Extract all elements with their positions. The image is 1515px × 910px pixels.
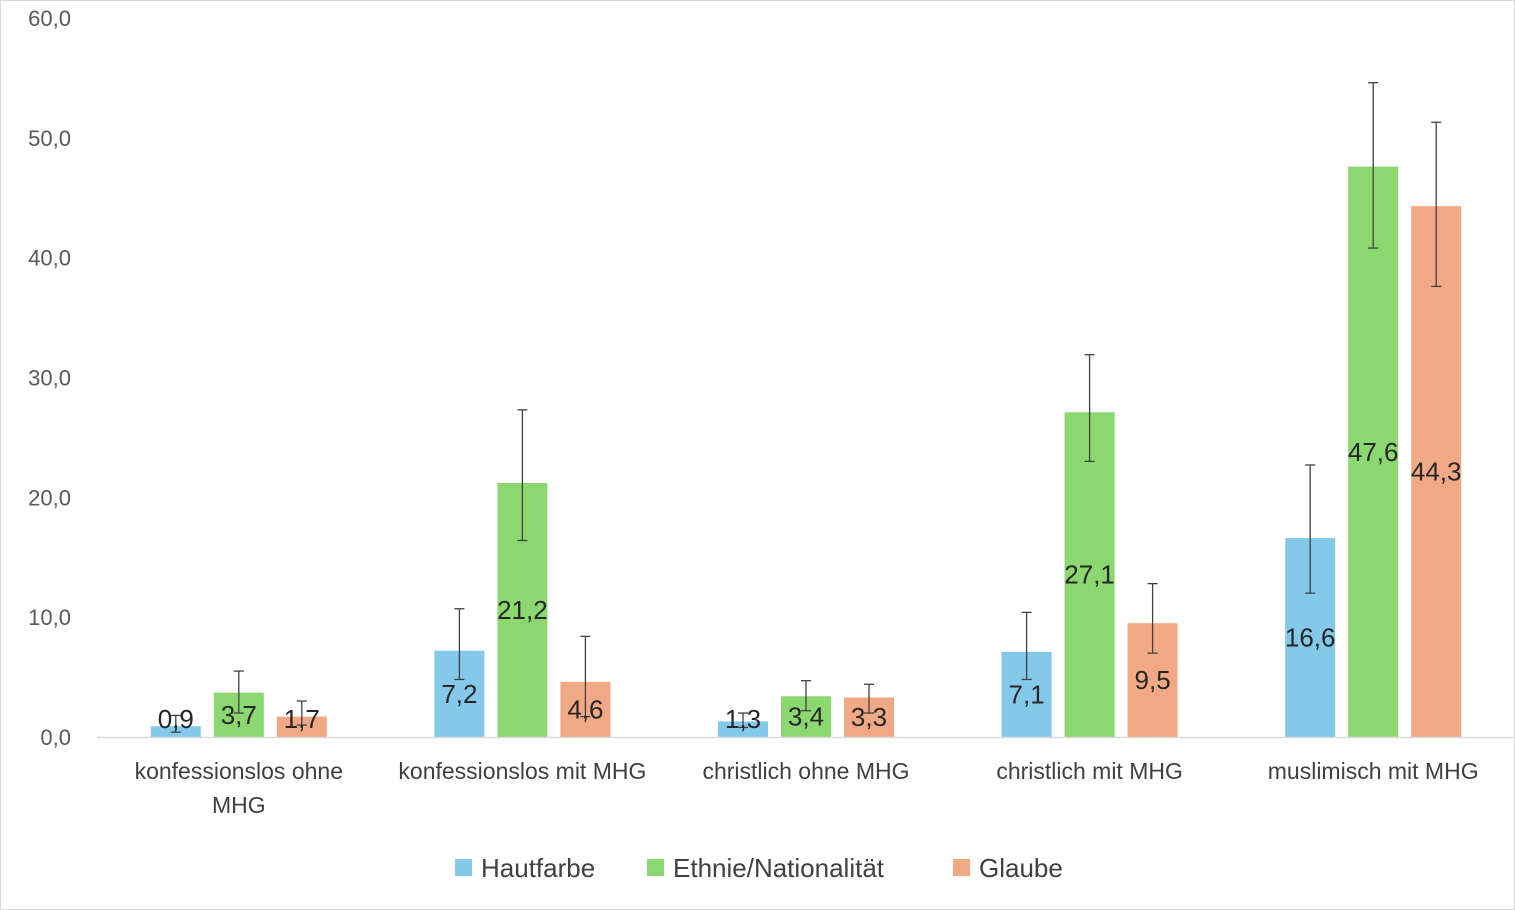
bar [1064, 412, 1115, 737]
legend-swatch [455, 859, 472, 876]
bar [1348, 166, 1399, 738]
y-tick-label: 20,0 [28, 485, 71, 510]
category-label: konfessionslos ohne [135, 758, 343, 784]
legend-label: Ethnie/Nationalität [673, 853, 885, 883]
data-label: 3,3 [851, 702, 887, 732]
bar [1411, 206, 1462, 738]
legend-swatch [953, 859, 970, 876]
y-tick-label: 10,0 [28, 605, 71, 630]
data-label: 21,2 [497, 595, 548, 625]
category-label: christlich mit MHG [996, 758, 1183, 784]
legend-label: Glaube [979, 853, 1063, 883]
y-tick-label: 50,0 [28, 126, 71, 151]
data-label: 7,1 [1009, 679, 1045, 709]
y-tick-label: 40,0 [28, 246, 71, 271]
data-label: 44,3 [1411, 457, 1462, 487]
legend-label: Hautfarbe [481, 853, 595, 883]
data-label: 3,7 [221, 700, 257, 730]
y-tick-label: 60,0 [28, 6, 71, 31]
data-label: 1,3 [725, 704, 761, 734]
data-label: 0,9 [158, 704, 194, 734]
bar [718, 721, 768, 737]
data-label: 9,5 [1135, 665, 1171, 695]
bar [276, 716, 327, 737]
y-tick-label: 30,0 [28, 366, 71, 391]
data-label: 4,6 [567, 694, 603, 724]
y-tick-label: 0,0 [40, 725, 71, 750]
data-label: 16,6 [1285, 623, 1336, 653]
data-label: 47,6 [1348, 437, 1399, 467]
data-label: 1,7 [284, 704, 320, 734]
data-label: 7,2 [441, 679, 477, 709]
legend-swatch [647, 859, 664, 876]
category-label: christlich ohne MHG [702, 758, 909, 784]
category-label: konfessionslos mit MHG [398, 758, 646, 784]
data-label: 3,4 [788, 702, 824, 732]
data-label: 27,1 [1064, 560, 1115, 590]
category-label: muslimisch mit MHG [1268, 758, 1479, 784]
category-label: MHG [212, 792, 266, 818]
